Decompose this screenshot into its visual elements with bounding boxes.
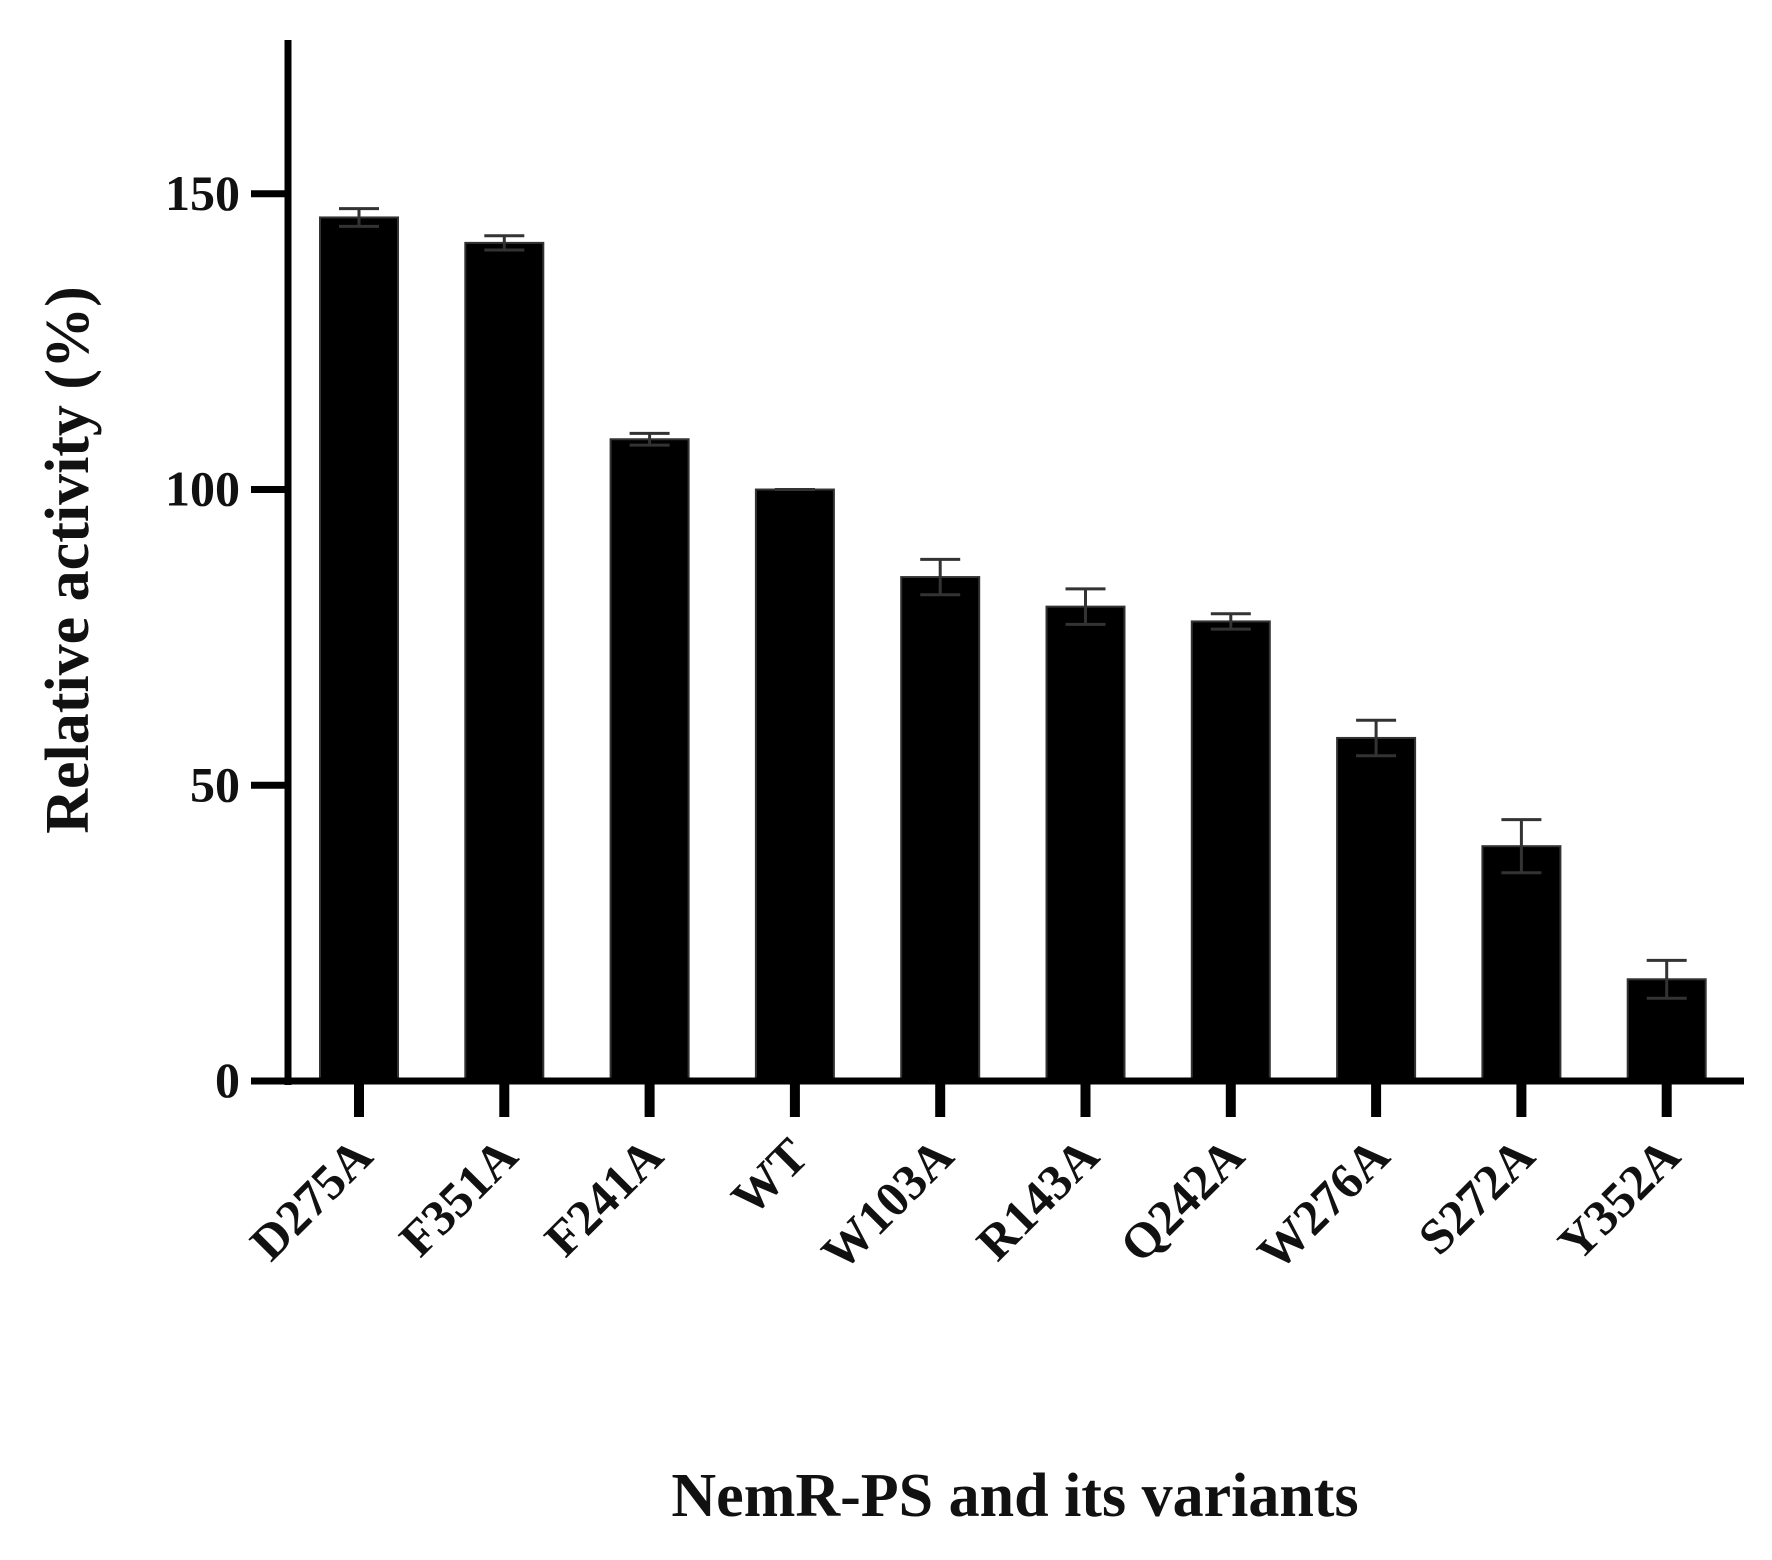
- x-tick-label: WT: [720, 1127, 819, 1226]
- bar: [1336, 736, 1417, 1082]
- error-bar: [1356, 718, 1397, 758]
- x-tick-label: F241A: [534, 1127, 674, 1267]
- x-tick-label: F351A: [388, 1127, 528, 1267]
- bar: [1481, 845, 1562, 1083]
- bar: [900, 576, 981, 1082]
- bar: [319, 216, 399, 1082]
- y-axis-title: Relative activity (%): [34, 286, 102, 833]
- bar: [609, 438, 690, 1083]
- bar: [1045, 605, 1126, 1083]
- x-tick-label: Q242A: [1109, 1127, 1255, 1273]
- bar: [464, 241, 545, 1082]
- bar: [1190, 620, 1271, 1083]
- x-axis-title: NemR-PS and its variants: [671, 1462, 1358, 1530]
- y-tick-label: 150: [165, 165, 240, 221]
- error-bar: [1501, 818, 1542, 875]
- y-tick-label: 0: [215, 1052, 240, 1108]
- error-bar: [1646, 958, 1687, 1000]
- error-bar: [629, 431, 670, 447]
- x-tick-label: R143A: [966, 1127, 1110, 1271]
- error-bar: [339, 207, 379, 228]
- error-bar: [1210, 612, 1251, 631]
- x-tick-label: W103A: [810, 1127, 964, 1281]
- y-tick-label: 100: [165, 461, 240, 517]
- x-tick-label: S272A: [1407, 1127, 1545, 1265]
- error-bar: [1065, 587, 1106, 626]
- x-tick-label: W276A: [1246, 1127, 1400, 1281]
- bar: [754, 488, 835, 1083]
- x-tick-label: D275A: [239, 1127, 383, 1271]
- error-bar: [484, 234, 525, 252]
- x-tick-label: Y352A: [1547, 1127, 1691, 1271]
- error-bar: [920, 557, 961, 597]
- y-tick-label: 50: [190, 756, 240, 812]
